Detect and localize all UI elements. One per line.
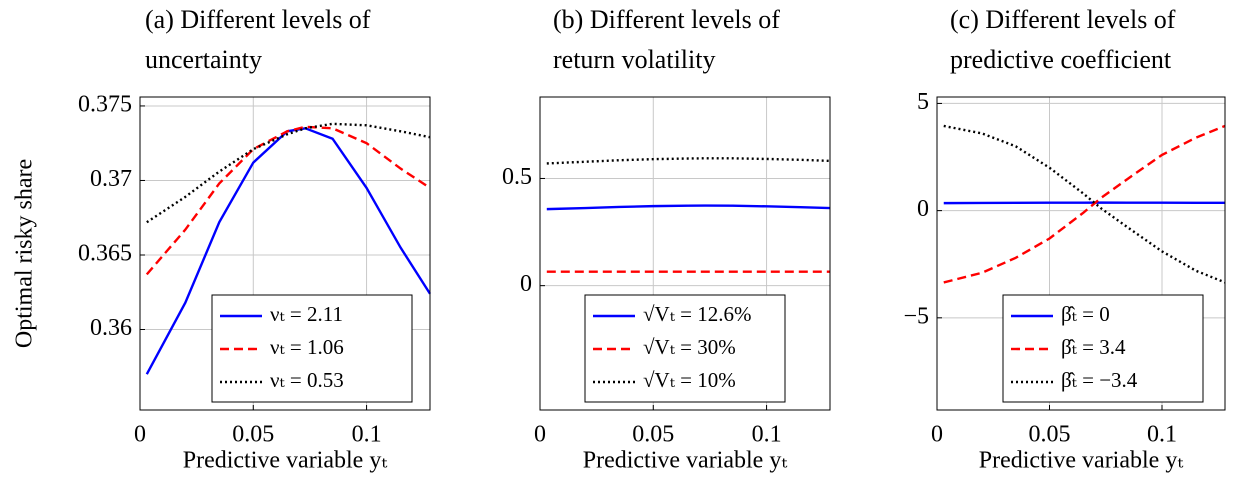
line-series (146, 122, 431, 224)
line-series (943, 124, 1226, 284)
legend: √Vₜ = 12.6% √Vₜ = 30% √Vₜ = 10% (584, 294, 786, 403)
legend: β̂ₜ = 0 β̂ₜ = 3.4 β̂ₜ = −3.4 (1002, 294, 1204, 403)
y-tick-label: −5 (903, 303, 929, 329)
y-tick-label: 0.5 (502, 164, 532, 190)
line-series (546, 157, 831, 165)
x-axis-label: Predictive variable yₜ (583, 448, 788, 474)
panel-title: (b) Different levels of return volatilit… (553, 5, 780, 74)
x-tick-label: 0 (134, 422, 146, 448)
legend-box (1002, 294, 1204, 403)
legend-label: νₜ = 0.53 (270, 368, 344, 392)
plot-frame (539, 96, 831, 411)
y-tick-label: 5 (917, 89, 929, 115)
line-series (943, 124, 1226, 284)
x-tick-label: 0.05 (632, 422, 674, 448)
x-tick-label: 0 (534, 422, 546, 448)
legend-box (211, 294, 413, 403)
y-tick-label: 0.375 (78, 91, 132, 117)
legend-label: νₜ = 2.11 (270, 302, 343, 326)
legend-label: √Vₜ = 10% (643, 368, 736, 392)
legend-label: β̂ₜ = 3.4 (1061, 335, 1126, 359)
legend-label: √Vₜ = 12.6% (643, 302, 751, 326)
legend-label: β̂ₜ = −3.4 (1061, 368, 1138, 392)
legend-label: νₜ = 1.06 (270, 335, 344, 359)
plot-frame (139, 96, 431, 411)
legend-label: β̂ₜ = 0 (1061, 302, 1110, 326)
y-axis-label: Optimal risky share (12, 159, 38, 348)
y-tick-label: 0.37 (90, 166, 132, 192)
legend-label: √Vₜ = 30% (643, 335, 736, 359)
x-tick-label: 0.1 (752, 422, 782, 448)
x-tick-label: 0 (931, 422, 943, 448)
plot-frame (936, 96, 1226, 411)
y-tick-label: 0 (917, 196, 929, 222)
line-series (145, 125, 431, 276)
legend: νₜ = 2.11 νₜ = 1.06 νₜ = 0.53 (211, 294, 413, 403)
y-tick-label: 0.36 (90, 315, 132, 341)
x-axis-label: Predictive variable yₜ (979, 448, 1184, 474)
x-tick-label: 0.05 (1029, 422, 1071, 448)
x-tick-label: 0.1 (1147, 422, 1177, 448)
x-tick-label: 0.1 (352, 422, 382, 448)
x-axis-label: Predictive variable yₜ (183, 448, 388, 474)
panel-title: (c) Different levels of predictive coeff… (950, 5, 1176, 74)
legend-box (584, 294, 786, 403)
x-tick-label: 0.05 (232, 422, 274, 448)
y-tick-label: 0 (520, 271, 532, 297)
panel-title: (a) Different levels of uncertainty (145, 5, 371, 74)
line-series (546, 204, 831, 211)
y-tick-label: 0.365 (78, 240, 132, 266)
